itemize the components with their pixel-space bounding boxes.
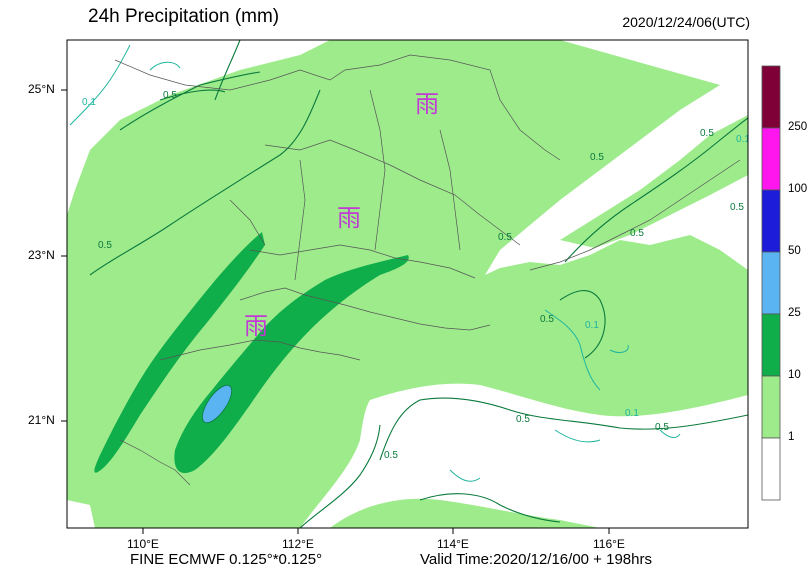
rain-marker: 雨 (337, 204, 361, 232)
heavy-rain-area (201, 384, 233, 424)
contour-label: 0.5 (384, 450, 398, 461)
contour-label: 0.5 (540, 314, 554, 325)
init-time: 2020/12/24/06(UTC) (622, 14, 750, 30)
map-frame (66, 39, 749, 529)
contour-label: 0.5 (655, 422, 669, 433)
legend-swatch-0 (761, 437, 781, 501)
contour-label: 0.5 (516, 414, 530, 425)
lon-tick-label: 110°E (127, 537, 159, 551)
contour-label: 0.1 (736, 134, 750, 145)
legend-colorbar (761, 65, 781, 501)
legend-label: 10 (788, 369, 801, 381)
contour-label: 0.1 (82, 97, 96, 108)
light-rain-se-patch (330, 498, 600, 528)
rain-marker: 雨 (415, 90, 439, 118)
legend-swatch-1 (761, 375, 781, 439)
contour-label: 0.5 (590, 152, 604, 163)
no-rain-area-se (300, 383, 748, 528)
lon-tick-label: 114°E (437, 537, 469, 551)
contour-label: 0.5 (163, 90, 177, 101)
light-rain-ne-tongue (560, 115, 748, 248)
legend-swatch-100 (761, 127, 781, 191)
contour-label: 0.1 (625, 408, 639, 419)
lat-tick-label: 25°N (28, 82, 55, 96)
legend-label: 1 (788, 431, 795, 443)
lon-tick-label: 116°E (593, 537, 625, 551)
legend-swatch-250 (761, 65, 781, 129)
lat-tick-label: 23°N (28, 248, 55, 262)
legend-swatch-50 (761, 189, 781, 253)
moderate-rain-band-west (94, 232, 265, 473)
rain-marker: 雨 (244, 312, 268, 340)
no-rain-area-nw (67, 40, 330, 215)
legend-label: 50 (788, 245, 801, 257)
legend-label: 25 (788, 307, 801, 319)
no-rain-area-ne (485, 40, 748, 275)
lon-tick-label: 112°E (282, 537, 314, 551)
no-rain-area-sw-edge (67, 500, 95, 528)
contour-label: 0.5 (498, 232, 512, 243)
no-rain-area-w (67, 206, 161, 287)
lat-tick-label: 21°N (28, 413, 55, 427)
map-title: 24h Precipitation (mm) (88, 6, 280, 27)
legend-label: 100 (788, 183, 808, 195)
moderate-rain-band-east (174, 255, 409, 474)
contour-label: 0.5 (730, 202, 744, 213)
legend-swatch-25 (761, 251, 781, 315)
legend-label: 250 (788, 121, 808, 133)
model-label: FINE ECMWF 0.125°*0.125° (130, 551, 323, 568)
valid-time-label: Valid Time:2020/12/16/00 + 198hrs (420, 551, 652, 568)
legend-swatch-10 (761, 313, 781, 377)
contour-label: 0.1 (585, 320, 599, 331)
contour-label: 0.5 (630, 228, 644, 239)
contour-label: 0.5 (700, 128, 714, 139)
contour-label: 0.5 (98, 240, 112, 251)
